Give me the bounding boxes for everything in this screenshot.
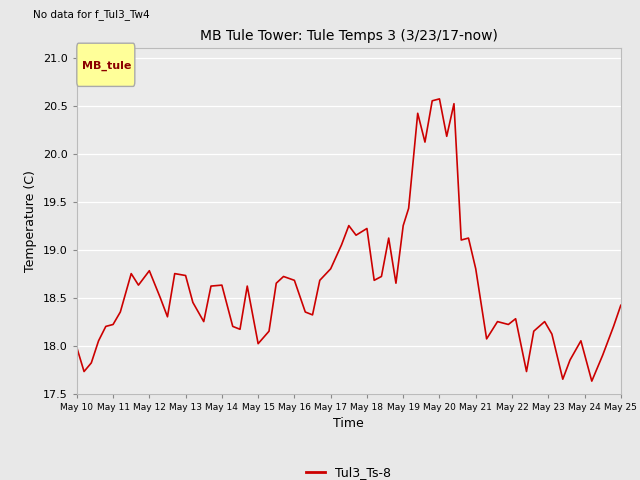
Text: No data for f_Tul3_Tw4: No data for f_Tul3_Tw4 bbox=[33, 9, 150, 20]
Y-axis label: Temperature (C): Temperature (C) bbox=[24, 170, 38, 272]
Title: MB Tule Tower: Tule Temps 3 (3/23/17-now): MB Tule Tower: Tule Temps 3 (3/23/17-now… bbox=[200, 29, 498, 43]
Legend: Tul3_Ts-8: Tul3_Ts-8 bbox=[301, 461, 396, 480]
X-axis label: Time: Time bbox=[333, 417, 364, 430]
Text: MB_tule: MB_tule bbox=[81, 61, 131, 72]
FancyBboxPatch shape bbox=[77, 43, 135, 86]
